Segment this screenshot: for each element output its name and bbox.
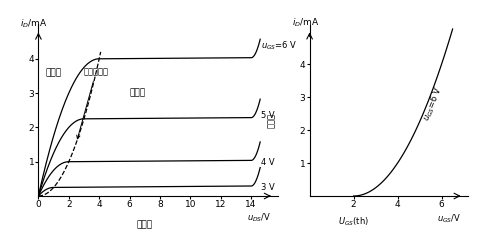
- Text: （b）转移特性: （b）转移特性: [367, 244, 411, 245]
- Text: $u_{GS}$=6 V: $u_{GS}$=6 V: [420, 84, 446, 123]
- Text: $u_{GS}$/V: $u_{GS}$/V: [437, 212, 461, 225]
- Text: $u_{GS}$=6 V: $u_{GS}$=6 V: [261, 39, 298, 52]
- Text: 3 V: 3 V: [261, 183, 275, 192]
- Text: 恒流区: 恒流区: [129, 89, 145, 98]
- Text: (a)输出特性: (a)输出特性: [139, 244, 178, 245]
- Text: 击穿区: 击穿区: [267, 113, 276, 128]
- Text: $U_{GS}$(th): $U_{GS}$(th): [338, 216, 369, 228]
- Text: $i_D$/mA: $i_D$/mA: [292, 17, 320, 29]
- Text: 夹断区: 夹断区: [137, 221, 153, 230]
- Text: 变阻区: 变阻区: [45, 68, 61, 77]
- Text: $u_{DS}$/V: $u_{DS}$/V: [247, 211, 271, 224]
- Text: 4 V: 4 V: [261, 158, 275, 167]
- Text: 预夹断轨迹: 预夹断轨迹: [77, 67, 108, 139]
- Text: $i_D$/mA: $i_D$/mA: [20, 17, 48, 30]
- Text: 5 V: 5 V: [261, 111, 275, 121]
